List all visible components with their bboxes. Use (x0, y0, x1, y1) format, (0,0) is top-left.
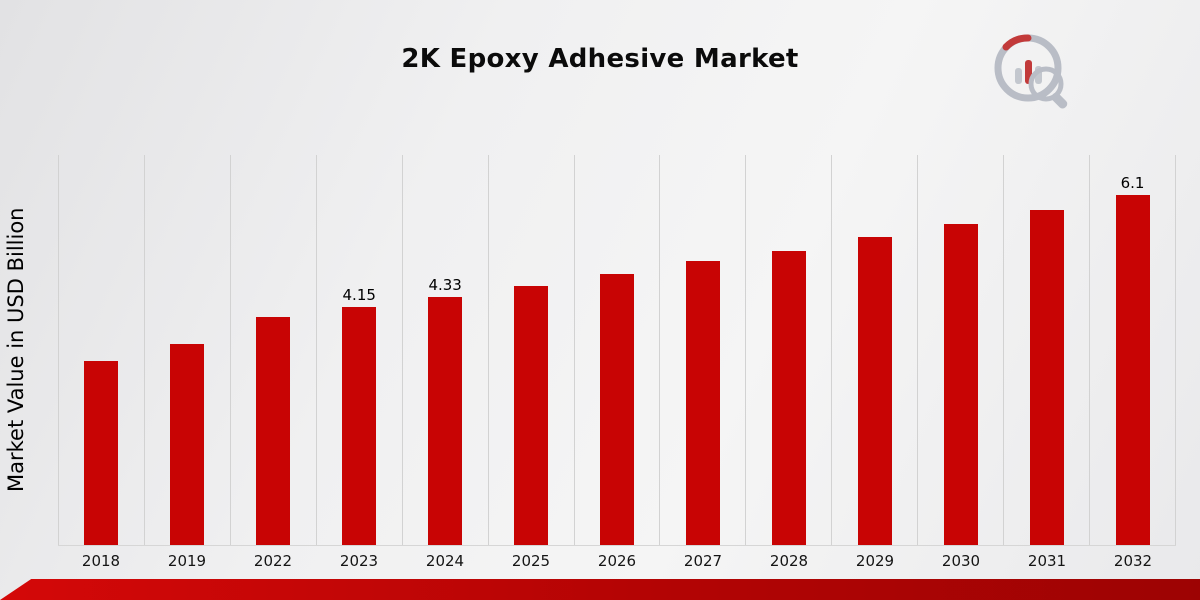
category-slot-2028 (745, 155, 831, 545)
bar-2023: 4.15 (342, 286, 377, 545)
bar-2019 (170, 344, 205, 545)
x-tick-2024: 2024 (425, 552, 465, 570)
x-tick-2027: 2027 (683, 552, 723, 570)
x-tick-2029: 2029 (855, 552, 895, 570)
x-tick-2018: 2018 (81, 552, 121, 570)
category-slot-2025 (487, 155, 574, 545)
bar-2022 (256, 317, 291, 545)
x-tick-2032: 2032 (1113, 552, 1153, 570)
bar-2018 (84, 361, 119, 545)
page-title: 2K Epoxy Adhesive Market (401, 44, 799, 74)
bar-value-label-2023: 4.15 (342, 286, 376, 304)
bar-2032: 6.1 (1115, 174, 1150, 545)
bar-2027 (685, 261, 720, 545)
category-slot-2023: 4.15 (315, 155, 402, 545)
bottom-banner (0, 579, 1200, 600)
x-tick-2025: 2025 (511, 552, 551, 570)
bar-2025 (514, 285, 549, 545)
bar-value-label-2032: 6.1 (1120, 174, 1145, 193)
category-slot-2029 (831, 155, 917, 545)
category-slot-2031 (1003, 155, 1089, 545)
bar-2030 (943, 224, 978, 545)
bar-value-label-2024: 4.33 (428, 275, 462, 294)
x-tick-2026: 2026 (597, 552, 637, 570)
y-axis-label: Market Value in USD Billion (4, 207, 28, 493)
category-slot-2022 (229, 155, 316, 545)
bar-2028 (771, 251, 806, 545)
bar-2024: 4.33 (428, 276, 463, 545)
x-tick-2031: 2031 (1027, 552, 1067, 570)
bar-2029 (857, 237, 892, 545)
category-slot-2018 (58, 155, 144, 545)
category-slot-2030 (917, 155, 1003, 545)
x-axis: 2018 2019 2022 2023 2024 2025 2026 2027 2028 2029… (58, 552, 1176, 570)
bar-2031 (1029, 209, 1064, 545)
x-tick-2030: 2030 (941, 552, 981, 570)
x-tick-2019: 2019 (167, 552, 207, 570)
x-tick-2023: 2023 (339, 552, 379, 570)
x-tick-2022: 2022 (253, 552, 293, 570)
x-tick-2028: 2028 (769, 552, 809, 570)
category-slot-2024: 4.33 (401, 155, 488, 545)
plot-area: 4.15 4.33 6.1 (58, 155, 1176, 546)
category-slot-2019 (143, 155, 230, 545)
category-slot-2027 (659, 155, 745, 545)
bar-chart-magnifier-logo (994, 34, 1068, 109)
category-slot-2032: 6.1 (1089, 155, 1176, 545)
category-slot-2026 (573, 155, 660, 545)
bar-2026 (599, 274, 634, 545)
